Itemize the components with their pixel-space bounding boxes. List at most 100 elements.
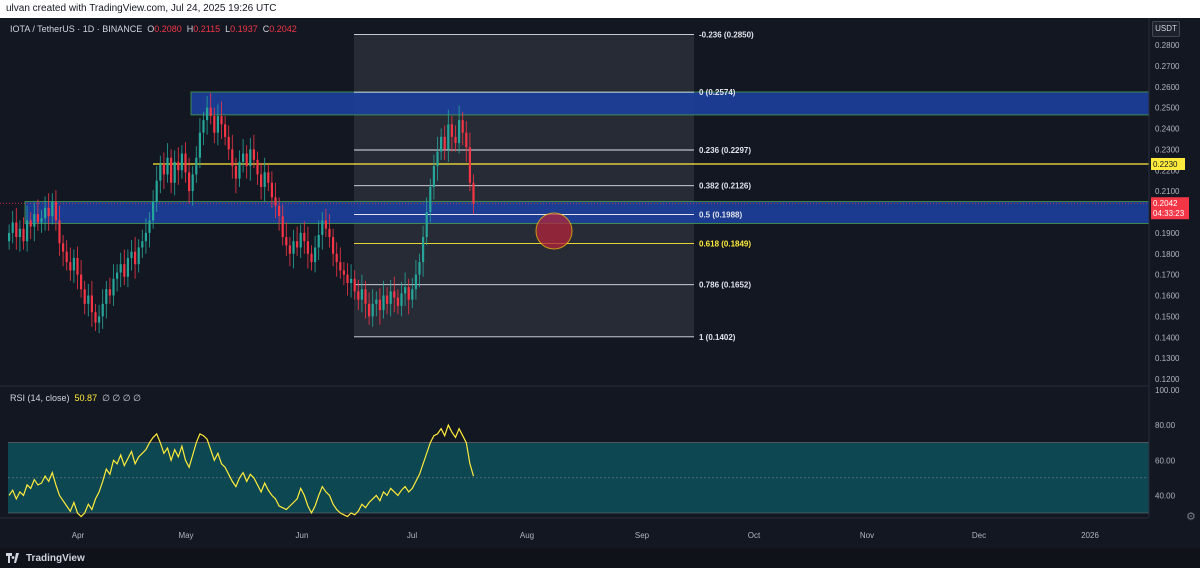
fib-label: 0.786 (0.1652) xyxy=(699,281,751,290)
symbol-name[interactable]: IOTA / TetherUS · 1D · BINANCE xyxy=(10,24,143,34)
candle-body xyxy=(288,245,291,254)
candle-body xyxy=(263,172,266,187)
rsi-pane: 100.00 80.00 60.00 40.00 xyxy=(0,386,1180,519)
price-tick: 0.1600 xyxy=(1155,292,1180,301)
candle-body xyxy=(116,272,119,279)
candle-body xyxy=(105,289,108,304)
candle-body xyxy=(231,149,234,167)
candle-body xyxy=(267,172,270,183)
candle-body xyxy=(249,149,252,167)
last-price-label: 0.2042 xyxy=(1153,199,1178,208)
last-price-badge xyxy=(1151,197,1189,220)
fib-label: 0.5 (0.1988) xyxy=(699,211,742,220)
price-tick: 0.1900 xyxy=(1155,229,1180,238)
candle-body xyxy=(242,153,245,162)
candle-body xyxy=(155,180,158,202)
price-tick: 0.2100 xyxy=(1155,187,1180,196)
candle-body xyxy=(396,297,399,306)
candle-body xyxy=(216,115,219,133)
candle-body xyxy=(454,136,457,144)
gear-icon[interactable]: ⚙ xyxy=(1186,511,1196,523)
candle-body xyxy=(364,289,367,304)
candle-body xyxy=(47,207,50,217)
candle-body xyxy=(123,264,126,277)
candle-body xyxy=(432,166,435,187)
candle-body xyxy=(206,107,209,121)
fib-label: 0.382 (0.2126) xyxy=(699,182,751,191)
candle-body xyxy=(72,257,75,271)
candle-body xyxy=(180,153,183,171)
candle-body xyxy=(407,287,410,300)
candle-body xyxy=(382,295,385,311)
candle-body xyxy=(126,257,129,277)
rsi-tick: 60.00 xyxy=(1155,456,1176,465)
candle-body xyxy=(65,251,68,263)
candle-body xyxy=(184,153,187,173)
rsi-line xyxy=(8,423,475,518)
target-circle-icon xyxy=(535,212,573,250)
candle-body xyxy=(332,237,335,254)
candle-body xyxy=(76,257,79,275)
candle-body xyxy=(152,201,155,221)
candle-body xyxy=(234,166,237,179)
currency-button[interactable]: USDT xyxy=(1152,21,1180,37)
branding-bar: TradingView xyxy=(0,548,1200,568)
attribution-bar: ulvan created with TradingView.com, Jul … xyxy=(0,0,1200,18)
candle-body xyxy=(296,241,299,248)
candle-body xyxy=(22,228,25,242)
price-tick: 0.1500 xyxy=(1155,312,1180,321)
candle-body xyxy=(328,228,331,238)
price-tick: 0.2800 xyxy=(1155,41,1180,50)
candle-body xyxy=(414,274,417,290)
candle-body xyxy=(353,278,356,292)
time-tick: May xyxy=(178,531,193,540)
candle-body xyxy=(51,201,54,217)
level-price-badge xyxy=(1151,157,1185,170)
time-tick: Nov xyxy=(860,531,874,540)
close-value: 0.2042 xyxy=(269,24,297,34)
rsi-band xyxy=(8,442,1149,513)
candle-body xyxy=(245,153,248,167)
candle-body xyxy=(224,124,227,137)
candle-body xyxy=(461,120,464,133)
chart-area[interactable]: -0.236 (0.2850) 0 (0.2574) 0.236 (0.2297) 0… xyxy=(0,0,1200,548)
price-tick: 0.1400 xyxy=(1155,333,1180,342)
candle-body xyxy=(299,232,302,248)
candle-body xyxy=(411,289,414,300)
candle-body xyxy=(371,303,374,317)
rsi-title[interactable]: RSI (14, close) xyxy=(10,393,70,403)
candle-body xyxy=(422,237,425,263)
candle-body xyxy=(252,149,255,160)
candle-body xyxy=(443,136,446,150)
level-price-label: 0.2230 xyxy=(1153,160,1178,169)
fib-label: -0.236 (0.2850) xyxy=(699,31,754,40)
time-tick: Jul xyxy=(407,531,417,540)
candle-body xyxy=(306,241,309,254)
candle-body xyxy=(278,205,281,217)
candle-body xyxy=(227,136,230,150)
candle-body xyxy=(83,289,86,304)
candle-body xyxy=(238,161,241,179)
rsi-legend[interactable]: RSI (14, close) 50.87 ∅ ∅ ∅ ∅ xyxy=(10,393,141,404)
candle-body xyxy=(281,216,284,238)
candle-body xyxy=(144,232,147,242)
symbol-legend[interactable]: IOTA / TetherUS · 1D · BINANCE O0.2080 H… xyxy=(10,24,297,34)
open-value: 0.2080 xyxy=(154,24,182,34)
time-tick: Sep xyxy=(635,531,650,540)
fib-label: 0.618 (0.1849) xyxy=(699,240,751,249)
candle-body xyxy=(310,253,313,263)
candle-body xyxy=(389,291,392,304)
candle-body xyxy=(18,228,21,238)
candle-body xyxy=(94,312,97,323)
candles xyxy=(8,93,475,334)
time-tick: 2026 xyxy=(1081,531,1099,540)
candle-body xyxy=(62,243,65,252)
rsi-value: 50.87 xyxy=(74,393,98,403)
candle-body xyxy=(386,295,389,304)
time-tick: Apr xyxy=(72,531,85,540)
candle-body xyxy=(357,291,360,300)
candle-body xyxy=(87,295,90,304)
price-tick: 0.2300 xyxy=(1155,145,1180,154)
fib-label: 0 (0.2574) xyxy=(699,88,736,97)
candle-body xyxy=(159,163,162,181)
